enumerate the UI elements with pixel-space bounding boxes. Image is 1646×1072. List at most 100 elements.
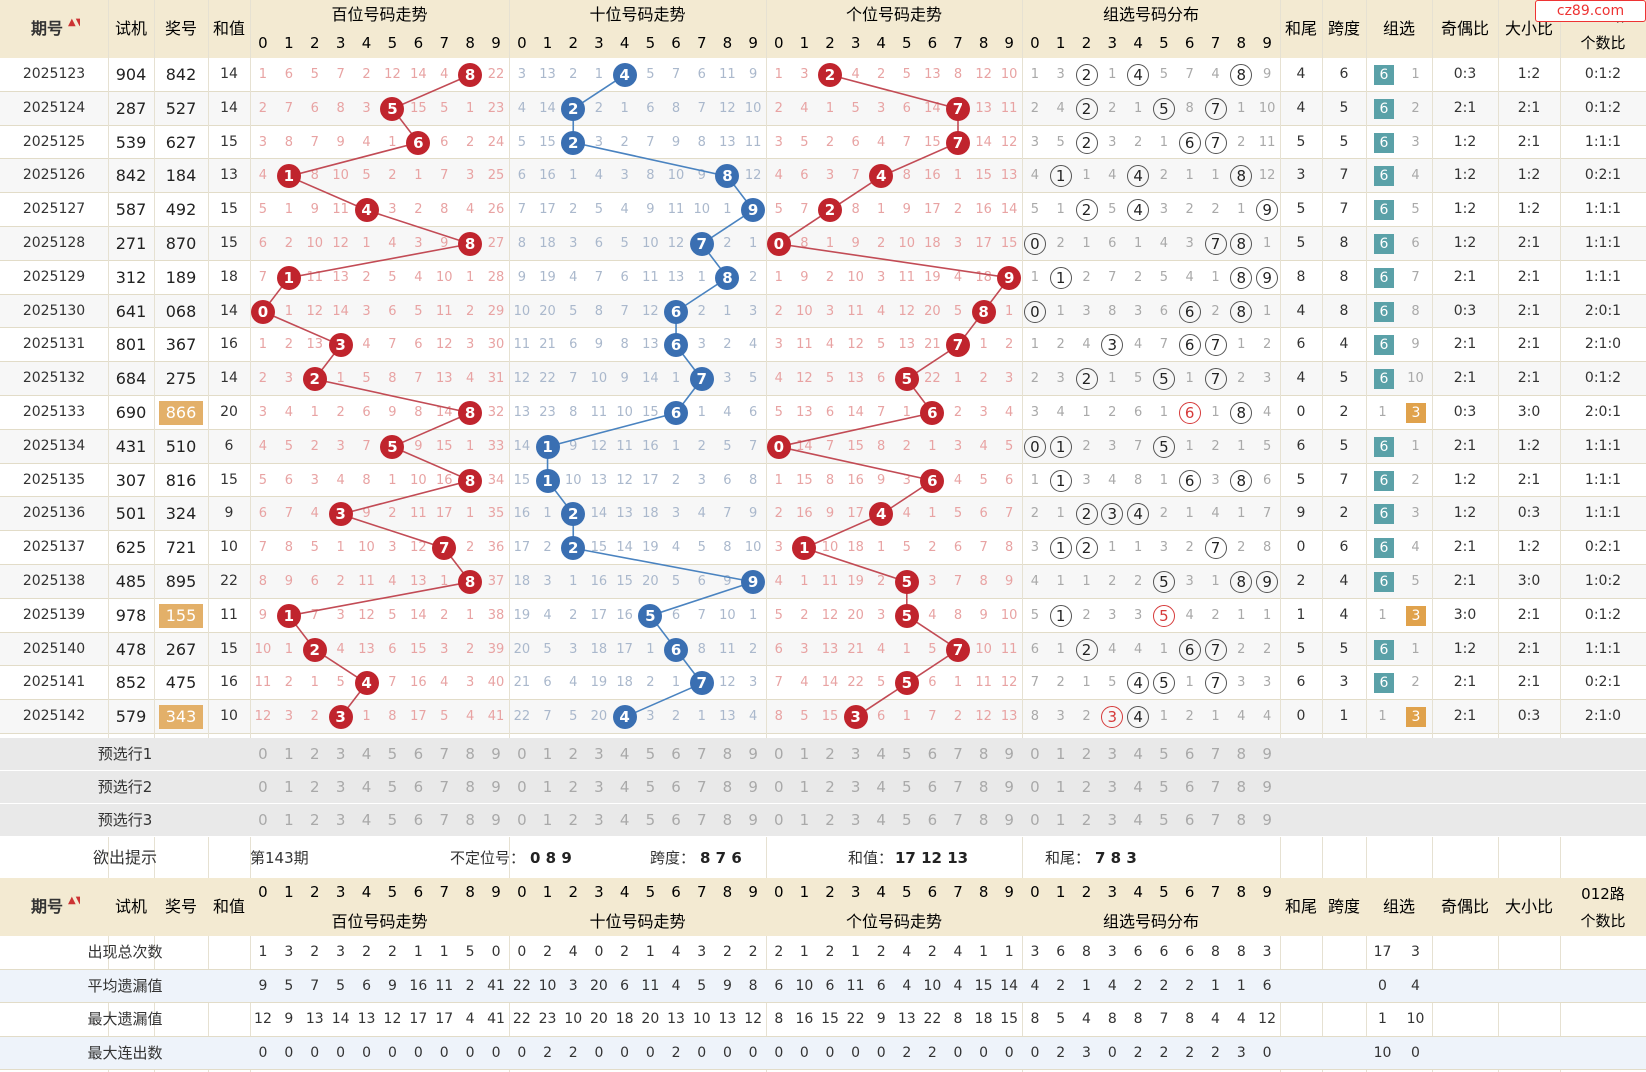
preselect-digit-button[interactable]: 2 xyxy=(1081,811,1092,829)
period-cell[interactable]: 2025132 xyxy=(22,370,86,387)
period-cell[interactable]: 2025126 xyxy=(22,167,86,184)
preselect-digit-button[interactable]: 2 xyxy=(309,811,320,829)
preselect-digit-button[interactable]: 0 xyxy=(774,745,784,763)
preselect-digit-button[interactable]: 1 xyxy=(542,745,553,763)
period-cell[interactable]: 2025134 xyxy=(22,437,86,454)
header-period[interactable]: 期号 xyxy=(30,897,63,916)
preselect-digit-button[interactable]: 5 xyxy=(902,811,912,829)
sort-arrows-icon[interactable]: ▲▼ xyxy=(68,18,80,28)
period-cell[interactable]: 2025137 xyxy=(22,539,86,556)
preselect-digit-button[interactable]: 2 xyxy=(568,811,578,829)
header-period[interactable]: 期号 xyxy=(30,19,63,38)
preselect-digit-button[interactable]: 8 xyxy=(465,745,475,763)
preselect-digit-button[interactable]: 7 xyxy=(439,778,450,796)
preselect-digit-button[interactable]: 2 xyxy=(309,745,320,763)
preselect-digit-button[interactable]: 6 xyxy=(671,745,681,763)
period-cell[interactable]: 2025128 xyxy=(22,235,86,251)
period-cell[interactable]: 2025129 xyxy=(22,268,86,285)
preselect-digit-button[interactable]: 5 xyxy=(1159,778,1169,796)
preselect-digit-button[interactable]: 8 xyxy=(1236,811,1247,829)
preselect-digit-button[interactable]: 9 xyxy=(1262,811,1272,829)
preselect-digit-button[interactable]: 4 xyxy=(619,745,630,763)
period-cell[interactable]: 2025123 xyxy=(22,66,86,82)
preselect-digit-button[interactable]: 0 xyxy=(258,811,268,829)
preselect-digit-button[interactable]: 2 xyxy=(825,745,835,763)
preselect-digit-button[interactable]: 7 xyxy=(1210,811,1221,829)
preselect-digit-button[interactable]: 3 xyxy=(1107,811,1118,829)
preselect-digit-button[interactable]: 6 xyxy=(413,811,424,829)
preselect-digit-button[interactable]: 3 xyxy=(594,778,604,796)
preselect-digit-button[interactable]: 9 xyxy=(748,745,758,763)
preselect-digit-button[interactable]: 5 xyxy=(387,811,398,829)
preselect-digit-button[interactable]: 0 xyxy=(517,745,527,763)
preselect-digit-button[interactable]: 5 xyxy=(902,778,912,796)
sort-arrows-icon[interactable]: ▲▼ xyxy=(68,896,80,906)
preselect-digit-button[interactable]: 5 xyxy=(1159,745,1169,763)
preselect-digit-button[interactable]: 6 xyxy=(1184,745,1195,763)
period-cell[interactable]: 2025139 xyxy=(22,606,86,623)
period-cell[interactable]: 2025133 xyxy=(22,404,86,420)
preselect-digit-button[interactable]: 7 xyxy=(953,778,963,796)
preselect-digit-button[interactable]: 9 xyxy=(1004,745,1014,763)
preselect-digit-button[interactable]: 6 xyxy=(1184,811,1195,829)
preselect-digit-button[interactable]: 3 xyxy=(335,778,346,796)
period-cell[interactable]: 2025142 xyxy=(22,708,86,725)
period-cell[interactable]: 2025127 xyxy=(22,201,86,218)
preselect-digit-button[interactable]: 8 xyxy=(465,778,475,796)
preselect-digit-button[interactable]: 3 xyxy=(594,745,604,763)
preselect-digit-button[interactable]: 1 xyxy=(1055,811,1066,829)
preselect-digit-button[interactable]: 4 xyxy=(619,778,630,796)
preselect-digit-button[interactable]: 8 xyxy=(978,811,989,829)
preselect-digit-button[interactable]: 3 xyxy=(1107,745,1118,763)
preselect-digit-button[interactable]: 5 xyxy=(645,745,656,763)
preselect-digit-button[interactable]: 8 xyxy=(722,745,733,763)
preselect-digit-button[interactable]: 7 xyxy=(696,811,707,829)
preselect-digit-button[interactable]: 7 xyxy=(696,778,707,796)
preselect-digit-button[interactable]: 7 xyxy=(1210,745,1221,763)
preselect-digit-button[interactable]: 8 xyxy=(465,811,475,829)
preselect-digit-button[interactable]: 3 xyxy=(850,811,861,829)
preselect-digit-button[interactable]: 3 xyxy=(335,811,346,829)
period-cell[interactable]: 2025124 xyxy=(22,99,86,116)
preselect-digit-button[interactable]: 5 xyxy=(645,811,656,829)
preselect-digit-button[interactable]: 4 xyxy=(876,811,886,829)
preselect-digit-button[interactable]: 6 xyxy=(413,745,424,763)
preselect-digit-button[interactable]: 6 xyxy=(671,811,681,829)
preselect-digit-button[interactable]: 2 xyxy=(568,778,578,796)
preselect-digit-button[interactable]: 2 xyxy=(1081,778,1092,796)
period-cell[interactable]: 2025136 xyxy=(22,505,86,522)
preselect-digit-button[interactable]: 8 xyxy=(1236,745,1247,763)
preselect-digit-button[interactable]: 0 xyxy=(517,811,527,829)
period-cell[interactable]: 2025141 xyxy=(22,674,86,691)
preselect-digit-button[interactable]: 4 xyxy=(1133,745,1143,763)
preselect-digit-button[interactable]: 0 xyxy=(774,778,784,796)
preselect-digit-button[interactable]: 7 xyxy=(953,745,963,763)
preselect-digit-button[interactable]: 6 xyxy=(927,778,938,796)
preselect-digit-button[interactable]: 3 xyxy=(335,745,346,763)
preselect-digit-button[interactable]: 9 xyxy=(491,811,501,829)
preselect-digit-button[interactable]: 5 xyxy=(1159,811,1169,829)
preselect-digit-button[interactable]: 9 xyxy=(748,778,758,796)
preselect-digit-button[interactable]: 2 xyxy=(568,745,578,763)
preselect-digit-button[interactable]: 5 xyxy=(387,778,398,796)
preselect-digit-button[interactable]: 6 xyxy=(927,745,938,763)
preselect-digit-button[interactable]: 8 xyxy=(978,745,989,763)
preselect-digit-button[interactable]: 1 xyxy=(284,811,294,829)
period-cell[interactable]: 2025125 xyxy=(22,133,86,150)
preselect-digit-button[interactable]: 7 xyxy=(1210,778,1221,796)
preselect-digit-button[interactable]: 9 xyxy=(748,811,758,829)
preselect-digit-button[interactable]: 9 xyxy=(1004,811,1014,829)
preselect-digit-button[interactable]: 3 xyxy=(850,745,861,763)
preselect-digit-button[interactable]: 1 xyxy=(542,811,553,829)
preselect-digit-button[interactable]: 2 xyxy=(309,778,320,796)
preselect-digit-button[interactable]: 4 xyxy=(361,745,372,763)
preselect-digit-button[interactable]: 7 xyxy=(439,811,450,829)
preselect-digit-button[interactable]: 1 xyxy=(799,745,810,763)
preselect-digit-button[interactable]: 2 xyxy=(825,778,835,796)
preselect-digit-button[interactable]: 4 xyxy=(619,811,630,829)
preselect-digit-button[interactable]: 6 xyxy=(1184,778,1195,796)
preselect-digit-button[interactable]: 0 xyxy=(774,811,784,829)
preselect-digit-button[interactable]: 6 xyxy=(671,778,681,796)
preselect-digit-button[interactable]: 1 xyxy=(799,778,810,796)
preselect-digit-button[interactable]: 4 xyxy=(361,778,372,796)
